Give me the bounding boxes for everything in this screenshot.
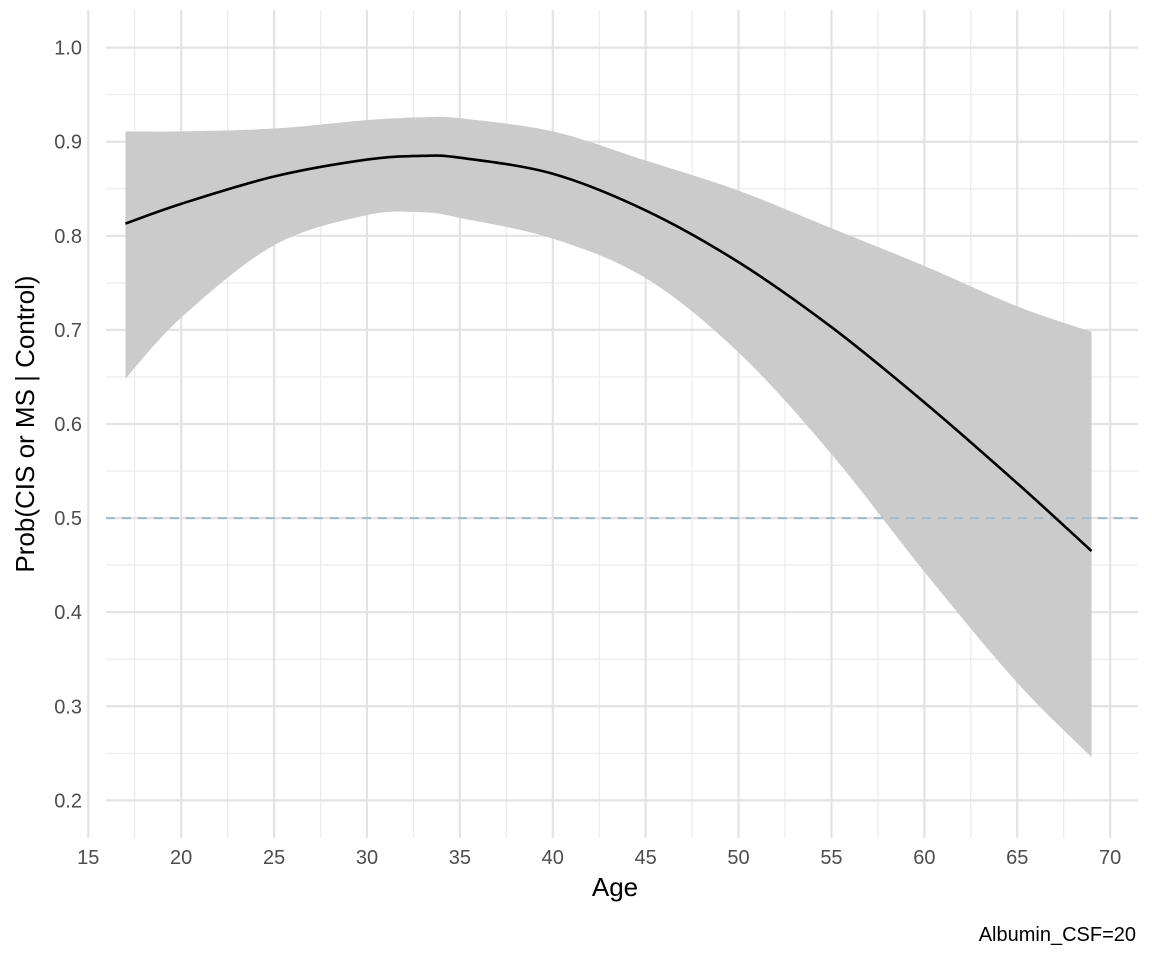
x-tick-label: 25	[263, 847, 285, 869]
y-tick-label: 0.5	[54, 508, 82, 530]
x-tick-label: 60	[913, 847, 935, 869]
x-axis-title: Age	[592, 872, 638, 902]
y-tick-label: 0.9	[54, 132, 82, 154]
x-tick-label: 65	[1006, 847, 1028, 869]
x-tick-label: 55	[820, 847, 842, 869]
x-tick-label: 30	[356, 847, 378, 869]
x-tick-label: 50	[727, 847, 749, 869]
y-tick-label: 0.7	[54, 320, 82, 342]
x-tick-label: 40	[542, 847, 564, 869]
y-tick-label: 0.4	[54, 602, 82, 624]
x-tick-labels: 15 20 25 30 35 40 45 50 55 60 65 70	[77, 847, 1121, 869]
x-tick-label: 15	[77, 847, 99, 869]
grid-major	[87, 10, 1138, 838]
fitted-line-path	[125, 154, 1093, 552]
y-tick-label: 0.3	[54, 696, 82, 718]
confidence-band	[125, 116, 1092, 758]
y-tick-label: 1.0	[54, 38, 82, 60]
y-tick-label: 0.6	[54, 414, 82, 436]
x-tick-label: 45	[635, 847, 657, 869]
x-tick-label: 70	[1099, 847, 1121, 869]
confidence-band-area	[125, 116, 1092, 758]
caption: Albumin_CSF=20	[979, 924, 1136, 946]
x-tick-label: 20	[170, 847, 192, 869]
x-tick-label: 35	[449, 847, 471, 869]
y-tick-label: 0.2	[54, 790, 82, 812]
y-tick-label: 0.8	[54, 226, 82, 248]
fitted-line	[125, 154, 1093, 552]
y-axis-title: Prob(CIS or MS | Control)	[10, 275, 40, 572]
y-tick-labels: 0.2 0.3 0.4 0.5 0.6 0.7 0.8 0.9 1.0	[54, 38, 82, 813]
